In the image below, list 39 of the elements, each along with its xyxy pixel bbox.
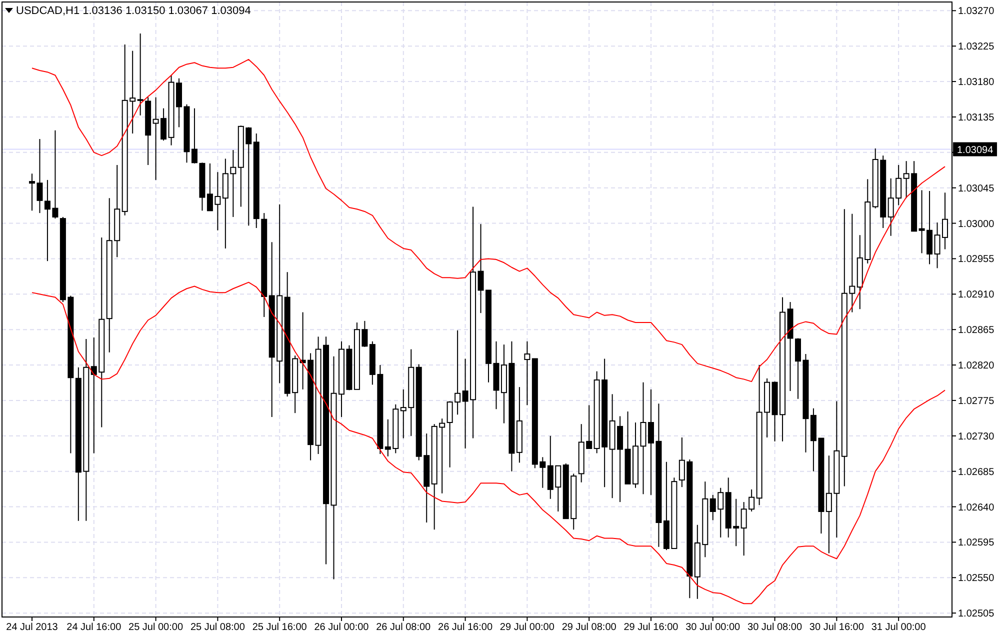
y-tick-label: 1.03135 <box>958 112 995 124</box>
y-tick-label: 1.02640 <box>958 502 995 514</box>
y-tick-label: 1.02820 <box>958 360 995 372</box>
y-tick-label: 1.02865 <box>958 325 995 336</box>
y-tick-label: 1.02730 <box>958 431 995 442</box>
y-tick-label: 1.02910 <box>958 290 995 301</box>
x-tick-label: 30 Jul 00:00 <box>686 622 741 633</box>
y-tick-label: 1.02595 <box>958 538 995 549</box>
y-tick-label: 1.02685 <box>958 466 995 478</box>
x-tick-label: 24 Jul 16:00 <box>66 622 122 633</box>
y-tick-label: 1.03270 <box>958 6 995 18</box>
line-series <box>32 282 946 604</box>
x-tick-label: 25 Jul 08:00 <box>190 622 246 633</box>
y-tick-label: 1.03045 <box>958 183 995 194</box>
y-tick-label: 1.02775 <box>958 396 995 407</box>
x-tick-label: 25 Jul 00:00 <box>128 622 184 633</box>
x-tick-label: 29 Jul 08:00 <box>562 622 617 633</box>
y-tick-label: 1.03000 <box>958 218 995 230</box>
y-tick-label: 1.02550 <box>958 573 995 584</box>
x-tick-label: 29 Jul 00:00 <box>500 622 555 633</box>
x-tick-label: 26 Jul 00:00 <box>314 622 370 633</box>
x-tick-label: 30 Jul 08:00 <box>748 622 802 633</box>
x-tick-label: 31 Jul 00:00 <box>871 622 926 633</box>
x-tick-label: 30 Jul 16:00 <box>809 622 864 633</box>
y-tick-label: 1.02955 <box>958 254 995 266</box>
y-tick-label: 1.03225 <box>958 42 995 53</box>
x-tick-label: 24 Jul 2013 <box>6 622 58 633</box>
y-tick-label: 1.03180 <box>958 77 995 88</box>
x-tick-label: 26 Jul 16:00 <box>438 622 493 633</box>
x-tick-label: 29 Jul 16:00 <box>624 622 679 633</box>
x-tick-label: 26 Jul 08:00 <box>376 622 432 633</box>
y-tick-label: 1.02505 <box>958 608 995 620</box>
line-series <box>32 58 946 382</box>
candlestick <box>137 33 144 116</box>
candlestick <box>524 340 530 406</box>
chart-title: USDCAD,H1 1.03136 1.03150 1.03067 1.03094 <box>16 5 251 17</box>
ref-line-label: 1.03094 <box>957 144 994 156</box>
candlestick <box>191 108 198 164</box>
x-tick-label: 25 Jul 16:00 <box>252 622 308 633</box>
